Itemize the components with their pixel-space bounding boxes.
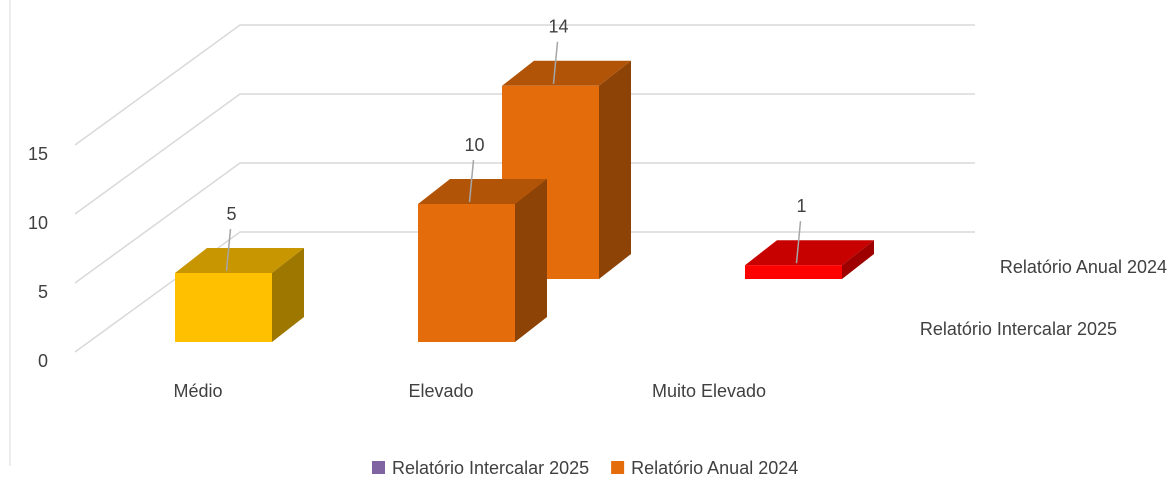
- legend-swatch: [611, 461, 625, 474]
- y-tick-label: 5: [38, 282, 48, 302]
- bar: [418, 204, 515, 342]
- leader-line: [225, 228, 232, 272]
- leader-line: [468, 159, 475, 203]
- bar-top: [175, 248, 304, 273]
- data-label: 5: [226, 204, 236, 224]
- data-label: 14: [548, 17, 568, 37]
- y-tick-label: 15: [28, 144, 48, 164]
- y-tick-label: 0: [38, 351, 48, 371]
- bar-top: [745, 240, 874, 266]
- legend-swatch: [372, 461, 385, 474]
- grid-line: [74, 24, 975, 146]
- bar-side: [599, 60, 631, 279]
- grid-line: [74, 231, 975, 353]
- x-tick-label: Elevado: [408, 381, 473, 401]
- legend-label: Relatório Anual 2024: [631, 458, 798, 478]
- bar: [175, 273, 272, 342]
- leader-line: [552, 41, 559, 84]
- y-tick-label: 10: [28, 213, 48, 233]
- bar-side: [272, 248, 304, 342]
- bar-top: [502, 60, 631, 86]
- leader-line: [795, 221, 802, 264]
- bar-top: [418, 179, 547, 204]
- data-label: 10: [464, 135, 484, 155]
- grid-line: [74, 93, 975, 215]
- depth-label: Relatório Intercalar 2025: [920, 319, 1117, 339]
- bar-side: [515, 179, 547, 342]
- legend-label: Relatório Intercalar 2025: [392, 458, 589, 478]
- bar: [745, 265, 842, 279]
- x-tick-label: Muito Elevado: [652, 381, 766, 401]
- x-tick-label: Médio: [173, 381, 222, 401]
- grid-line: [74, 162, 975, 284]
- bar-side: [842, 240, 874, 279]
- depth-label: Relatório Anual 2024: [1000, 257, 1167, 277]
- data-label: 1: [796, 196, 806, 216]
